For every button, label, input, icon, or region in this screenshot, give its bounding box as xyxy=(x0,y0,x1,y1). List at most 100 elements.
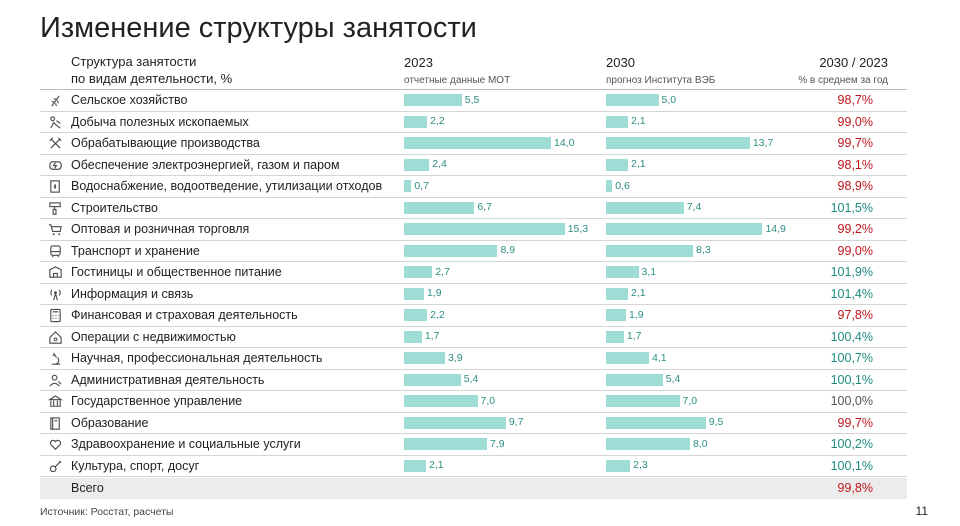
table-row: Государственное управление 7,0 7,0 100,0% xyxy=(40,391,907,413)
bar-value-label-2023: 6,7 xyxy=(477,201,492,213)
bar-value-label-2030: 0,6 xyxy=(615,179,630,192)
mining-icon xyxy=(48,115,63,130)
ratio-value: 100,7% xyxy=(830,351,873,365)
category-label: Научная, профессиональная деятельность xyxy=(71,351,323,365)
bar-2023 xyxy=(404,287,424,300)
antenna-icon xyxy=(48,287,63,302)
table-row: Финансовая и страховая деятельность 2,2 1,… xyxy=(40,305,907,327)
bar-value-label-2023: 2,7 xyxy=(435,265,450,278)
header-ratio-sub: % в среднем за год xyxy=(798,75,888,86)
bar-value-label-2023: 9,7 xyxy=(508,416,524,428)
ratio-value: 101,4% xyxy=(830,286,873,301)
header-2030: 2030 xyxy=(606,55,635,70)
source-note: Источник: Росстат, расчеты xyxy=(40,506,174,518)
total-ratio: 99,8% xyxy=(837,481,873,495)
bar-value-label-2030: 5,0 xyxy=(661,93,677,106)
header-2030-sub: прогноз Института ВЭБ xyxy=(606,75,716,86)
cart-icon xyxy=(48,222,63,237)
paint-roller-icon xyxy=(48,201,63,216)
admin-person-icon xyxy=(48,373,63,388)
bar-2023 xyxy=(404,395,478,407)
bar-2023 xyxy=(404,94,462,106)
bar-value-label-2023: 5,4 xyxy=(463,373,479,385)
table-row: Научная, профессиональная деятельность 3,… xyxy=(40,348,907,370)
bar-value-label-2023: 7,9 xyxy=(489,437,505,450)
bar-value-label-2030: 7,4 xyxy=(686,201,702,213)
ratio-value: 101,9% xyxy=(830,265,873,279)
header-2023-sub: отчетные данные МОТ xyxy=(404,75,511,86)
bar-2030 xyxy=(606,266,639,278)
bar-value-label-2023: 1,9 xyxy=(426,287,442,299)
category-label: Транспорт и хранение xyxy=(71,243,200,258)
page-number: 11 xyxy=(915,504,928,518)
hotel-icon xyxy=(48,265,63,280)
wheat-icon xyxy=(48,93,63,108)
bar-value-label-2023: 7,0 xyxy=(480,394,496,407)
bar-value-label-2030: 8,3 xyxy=(696,244,711,256)
bar-2023 xyxy=(404,373,461,386)
category-label: Административная деятельность xyxy=(71,372,265,387)
category-label: Оптовая и розничная торговля xyxy=(71,222,250,236)
bar-value-label-2030: 1,7 xyxy=(626,330,642,342)
ratio-value: 99,7% xyxy=(837,136,873,150)
category-label: Гостиницы и общественное питание xyxy=(71,265,282,279)
table-row: Операции с недвижимостью 1,7 1,7 100,4% xyxy=(40,327,907,348)
bus-icon xyxy=(48,244,63,259)
bar-2023 xyxy=(404,309,428,321)
category-label: Обеспечение электроэнергией, газом и пар… xyxy=(71,157,340,172)
bar-2023 xyxy=(404,244,498,257)
ratio-value: 97,8% xyxy=(837,308,873,322)
energy-icon xyxy=(48,158,63,173)
house-icon xyxy=(48,330,63,345)
bar-value-label-2023: 3,9 xyxy=(447,351,463,364)
ratio-value: 100,4% xyxy=(830,329,873,344)
category-label: Финансовая и страховая деятельность xyxy=(71,308,298,322)
chart-rows: Сельское хозяйство 5,5 5,0 98,7% Добыча поле… xyxy=(40,90,907,477)
bar-2030 xyxy=(606,287,629,300)
category-label: Обрабатывающие производства xyxy=(71,136,260,150)
bar-2030 xyxy=(606,244,694,257)
bar-value-label-2030: 8,0 xyxy=(693,437,708,450)
ratio-value: 101,5% xyxy=(830,200,873,215)
bar-2030 xyxy=(606,330,624,343)
bar-value-label-2030: 5,4 xyxy=(665,373,681,385)
category-label: Здравоохранение и социальные услуги xyxy=(71,437,301,451)
category-label: Государственное управление xyxy=(71,394,243,408)
bar-value-label-2023: 15,3 xyxy=(567,222,589,235)
bar-2030 xyxy=(606,438,690,450)
bar-2023 xyxy=(404,223,565,235)
tools-icon xyxy=(48,136,63,151)
bar-value-label-2030: 1,9 xyxy=(628,308,644,321)
bar-2030 xyxy=(606,115,629,128)
health-icon xyxy=(48,437,63,452)
bar-2030 xyxy=(606,223,763,235)
ratio-value: 100,0% xyxy=(830,394,873,408)
ratio-value: 98,7% xyxy=(837,93,873,107)
bar-2030 xyxy=(606,352,650,364)
ratio-value: 100,1% xyxy=(830,372,873,387)
bar-2030 xyxy=(606,180,613,192)
bar-value-label-2023: 2,1 xyxy=(429,459,444,471)
bar-value-label-2030: 3,1 xyxy=(641,265,657,278)
table-row: Оптовая и розничная торговля 15,3 14,9 99,2… xyxy=(40,219,907,241)
calculator-icon xyxy=(48,308,63,323)
bar-2030 xyxy=(606,158,629,171)
bar-value-label-2023: 8,9 xyxy=(500,244,516,256)
table-row: Добыча полезных ископаемых 2,2 2,1 99,0% xyxy=(40,112,907,133)
bar-2023 xyxy=(404,459,427,472)
bar-2030 xyxy=(606,395,680,407)
bar-2023 xyxy=(404,115,428,128)
bar-value-label-2030: 2,1 xyxy=(631,287,646,299)
table-row: Транспорт и хранение 8,9 8,3 99,0% xyxy=(40,241,907,262)
table-row: Обеспечение электроэнергией, газом и пар… xyxy=(40,155,907,176)
guitar-icon xyxy=(48,459,63,474)
bar-2023 xyxy=(404,158,430,171)
table-row: Водоснабжение, водоотведение, утилизации… xyxy=(40,176,907,198)
microscope-icon xyxy=(48,351,63,366)
bar-value-label-2023: 2,2 xyxy=(430,308,445,321)
bar-2023 xyxy=(404,438,487,450)
bar-value-label-2030: 4,1 xyxy=(652,351,667,364)
table-row: Здравоохранение и социальные услуги 7,9 8,… xyxy=(40,434,907,456)
ratio-value: 100,2% xyxy=(830,437,873,451)
ratio-value: 98,1% xyxy=(837,157,873,172)
